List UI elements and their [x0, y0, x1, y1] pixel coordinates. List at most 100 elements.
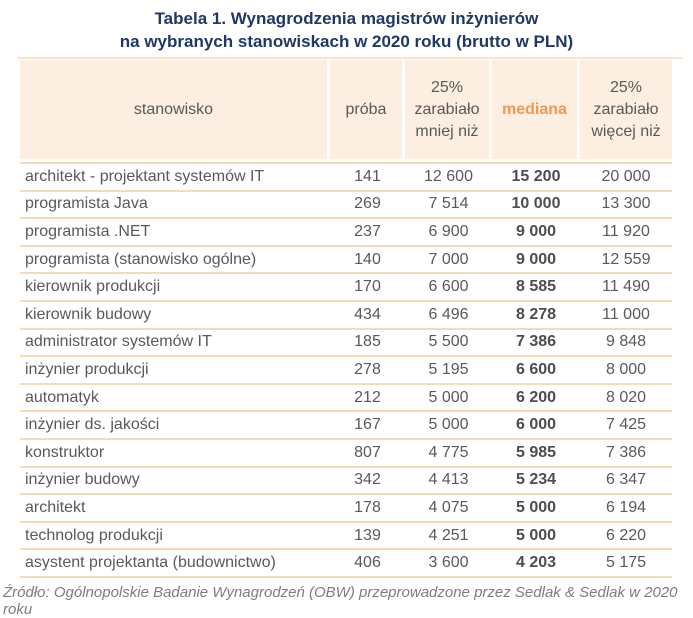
column-header-25-wiecej: 25% zarabiało więcej niż: [580, 60, 672, 159]
cell-mediana: 9 000: [515, 222, 557, 240]
table-row: programista (stanowisko ogólne) 140 7 000 9…: [20, 244, 672, 273]
cell-proba: 807: [354, 443, 381, 461]
title-line-1: Tabela 1. Wynagrodzenia magistrów inżyni…: [154, 9, 539, 28]
cell-25-mniej: 7 000: [428, 250, 469, 268]
cell-mediana: 6 000: [515, 416, 557, 434]
cell-stanowisko: programista Java: [25, 195, 148, 213]
cell-25-mniej: 5 000: [428, 416, 469, 434]
cell-stanowisko: inżynier produkcji: [25, 360, 149, 378]
cell-mediana: 8 585: [515, 278, 557, 296]
top-divider: [18, 57, 682, 59]
table-row: kierownik budowy 434 6 496 8 278 11 000: [20, 299, 672, 328]
cell-stanowisko: kierownik budowy: [25, 305, 152, 323]
cell-25-mniej: 4 413: [428, 471, 469, 489]
cell-25-wiecej: 7 425: [605, 416, 647, 434]
column-header-stanowisko: stanowisko: [20, 60, 327, 159]
cell-mediana: 7 386: [515, 333, 557, 351]
cell-25-mniej: 7 514: [428, 195, 469, 213]
table-row: asystent projektanta (budownictwo) 406 3 6…: [20, 548, 672, 576]
table-row: kierownik produkcji 170 6 600 8 585 11 490: [20, 272, 672, 300]
column-header-25-mniej: 25% zarabiało mniej niż: [405, 60, 489, 159]
cell-25-wiecej: 11 920: [602, 222, 650, 240]
table-row: architekt 178 4 075 5 000 6 194: [20, 493, 672, 521]
cell-25-mniej: 5 500: [428, 333, 469, 351]
cell-mediana: 6 200: [515, 388, 557, 406]
cell-proba: 269: [354, 195, 381, 213]
cell-25-wiecej: 7 386: [605, 443, 647, 461]
table-row: programista Java 269 7 514 10 000 13 300: [20, 189, 672, 218]
table-row: inżynier produkcji 278 5 195 6 600 8 000: [20, 355, 672, 383]
cell-25-wiecej: 6 220: [605, 526, 647, 544]
cell-25-mniej: 6 900: [428, 222, 469, 240]
table-row: architekt - projektant systemów IT 141 12 …: [20, 162, 672, 190]
cell-25-wiecej: 8 000: [605, 360, 647, 378]
cell-25-wiecej: 6 194: [605, 498, 647, 516]
cell-stanowisko: administrator systemów IT: [25, 333, 212, 351]
cell-proba: 237: [354, 222, 381, 240]
cell-proba: 140: [354, 250, 381, 268]
cell-stanowisko: programista .NET: [25, 222, 151, 240]
cell-mediana: 8 278: [515, 305, 557, 323]
title-line-2: na wybranych stanowiskach w 2020 roku (b…: [119, 32, 574, 51]
cell-25-wiecej: 8 020: [605, 388, 647, 406]
cell-25-wiecej: 11 490: [602, 278, 650, 296]
source-note: Źródło: Ogólnopolskie Badanie Wynagrodze…: [3, 583, 678, 618]
table-row: inżynier budowy 342 4 413 5 234 6 347: [20, 465, 672, 494]
cell-25-wiecej: 13 300: [601, 195, 651, 213]
cell-proba: 167: [354, 416, 381, 434]
cell-25-wiecej: 12 559: [601, 250, 651, 268]
cell-mediana: 5 985: [515, 443, 557, 461]
table-header-row: stanowisko próba 25% zarabiało mniej niż…: [20, 60, 672, 159]
column-header-mediana: mediana: [492, 60, 577, 159]
cell-proba: 212: [354, 388, 381, 406]
cell-proba: 141: [354, 167, 381, 185]
cell-25-mniej: 4 251: [428, 526, 469, 544]
cell-proba: 342: [354, 471, 381, 489]
cell-stanowisko: inżynier ds. jakości: [25, 416, 160, 434]
table-title: Tabela 1. Wynagrodzenia magistrów inżyni…: [0, 7, 693, 53]
cell-25-mniej: 4 075: [428, 498, 469, 516]
cell-stanowisko: programista (stanowisko ogólne): [25, 250, 257, 268]
cell-stanowisko: automatyk: [25, 388, 99, 406]
cell-25-mniej: 6 496: [428, 305, 469, 323]
cell-mediana: 4 203: [515, 554, 557, 572]
cell-mediana: 6 600: [515, 360, 557, 378]
cell-mediana: 5 234: [515, 471, 557, 489]
cell-stanowisko: asystent projektanta (budownictwo): [25, 554, 276, 572]
cell-25-mniej: 3 600: [428, 554, 469, 572]
cell-mediana: 9 000: [515, 250, 557, 268]
table-row: administrator systemów IT 185 5 500 7 386 9 …: [20, 327, 672, 356]
column-header-proba: próba: [330, 60, 402, 159]
table-row: programista .NET 237 6 900 9 000 11 920: [20, 217, 672, 245]
cell-proba: 278: [354, 360, 381, 378]
cell-stanowisko: architekt - projektant systemów IT: [25, 167, 265, 185]
cell-25-mniej: 5 000: [428, 388, 469, 406]
cell-25-wiecej: 5 175: [605, 554, 647, 572]
cell-mediana: 15 200: [511, 167, 561, 185]
cell-25-wiecej: 9 848: [605, 333, 647, 351]
table-row: konstruktor 807 4 775 5 985 7 386: [20, 437, 672, 466]
cell-stanowisko: inżynier budowy: [25, 471, 140, 489]
cell-25-mniej: 12 600: [424, 167, 473, 185]
cell-mediana: 10 000: [511, 195, 561, 213]
cell-proba: 185: [354, 333, 381, 351]
table-row: technolog produkcji 139 4 251 5 000 6 220: [20, 520, 672, 549]
cell-stanowisko: konstruktor: [25, 443, 105, 461]
cell-mediana: 5 000: [515, 526, 557, 544]
cell-25-wiecej: 11 000: [602, 305, 650, 323]
table-row: automatyk 212 5 000 6 200 8 020: [20, 382, 672, 411]
cell-25-mniej: 6 600: [428, 278, 469, 296]
cell-proba: 406: [354, 554, 381, 572]
table-row: inżynier ds. jakości 167 5 000 6 000 7 425: [20, 410, 672, 438]
cell-mediana: 5 000: [515, 498, 557, 516]
cell-25-wiecej: 20 000: [601, 167, 651, 185]
cell-proba: 434: [354, 305, 381, 323]
cell-25-wiecej: 6 347: [605, 471, 647, 489]
cell-proba: 170: [354, 278, 381, 296]
cell-25-mniej: 5 195: [428, 360, 469, 378]
cell-stanowisko: technolog produkcji: [25, 526, 163, 544]
table-body: architekt - projektant systemów IT 141 12 …: [20, 162, 672, 578]
cell-stanowisko: architekt: [25, 498, 86, 516]
cell-stanowisko: kierownik produkcji: [25, 278, 161, 296]
cell-25-mniej: 4 775: [428, 443, 469, 461]
